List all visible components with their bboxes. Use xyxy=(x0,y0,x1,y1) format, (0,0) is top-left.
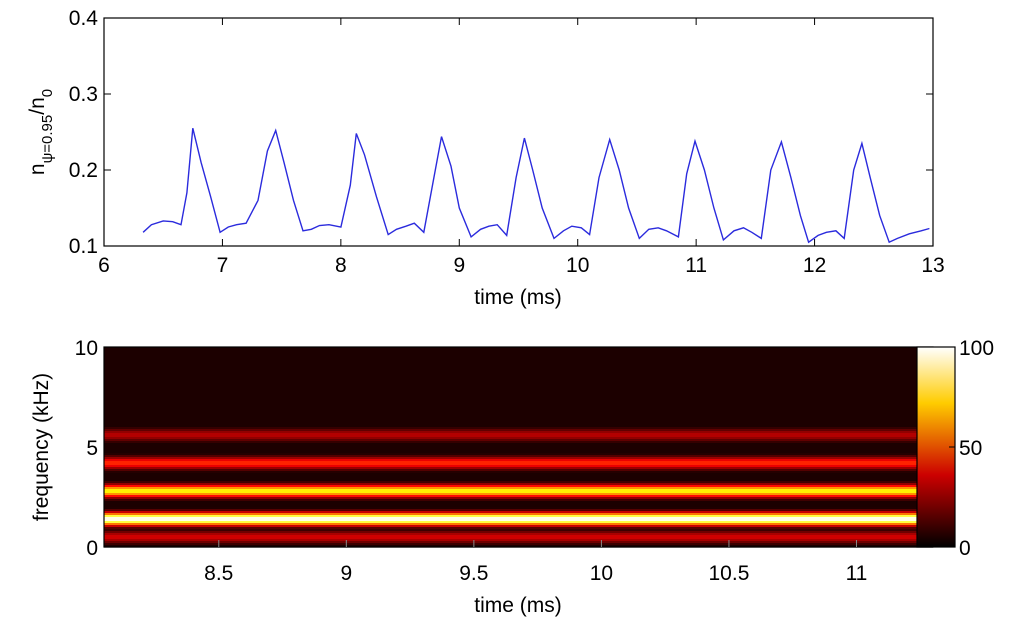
top-line-chart: 6 7 8 9 10 11 12 13 0.1 0.2 0.3 0.4 time (ms) nψ=0… xyxy=(26,7,945,309)
top-y-tick-label: 0.3 xyxy=(69,83,98,106)
spectrogram-x-tick-label: 9.5 xyxy=(459,562,488,585)
spectrogram-y-axis-label: frequency (kHz) xyxy=(30,373,53,521)
top-x-tick-label: 13 xyxy=(921,254,944,277)
spectrogram-y-tick-label: 0 xyxy=(86,537,98,560)
spectrogram-y-ticks: 0 5 10 xyxy=(75,337,98,560)
top-x-tick-label: 11 xyxy=(685,254,707,277)
spectrogram-y-tick-label: 10 xyxy=(75,337,98,360)
top-x-axis-label: time (ms) xyxy=(474,286,562,309)
spectrogram-x-tick-label: 8.5 xyxy=(204,562,233,585)
spectrogram-x-tick-label: 9 xyxy=(340,562,352,585)
top-x-tick-label: 10 xyxy=(566,254,589,277)
top-x-tick-label: 8 xyxy=(335,254,347,277)
spectrogram-heatmap xyxy=(104,347,933,548)
top-y-tick-label: 0.1 xyxy=(69,235,98,258)
top-y-tick-label: 0.2 xyxy=(69,159,98,182)
top-y-axis-label: nψ=0.95/n0 xyxy=(26,89,56,175)
spectrogram-chart: 8.5 9 9.5 10 10.5 11 0 5 10 time (ms) frequency… xyxy=(30,337,994,617)
top-x-tick-label: 12 xyxy=(803,254,826,277)
spectrogram-x-tick-label: 10 xyxy=(590,562,613,585)
spectrogram-x-tick-label: 11 xyxy=(846,562,868,585)
top-x-tick-label: 9 xyxy=(453,254,465,277)
colorbar-tick-label: 0 xyxy=(959,537,971,560)
spectrogram-x-axis-label: time (ms) xyxy=(474,594,562,617)
top-plot-frame xyxy=(104,18,933,246)
top-x-tick-label: 7 xyxy=(217,254,229,277)
colorbar-ticks: 0 50 100 xyxy=(949,337,994,560)
top-y-tick-label: 0.4 xyxy=(69,7,99,30)
spectrogram-x-tick-label: 10.5 xyxy=(709,562,750,585)
spectrogram-y-tick-label: 5 xyxy=(86,437,98,460)
colorbar-tick-label: 50 xyxy=(959,437,982,460)
colorbar-tick-label: 100 xyxy=(959,337,994,360)
top-x-tick-label: 6 xyxy=(98,254,110,277)
